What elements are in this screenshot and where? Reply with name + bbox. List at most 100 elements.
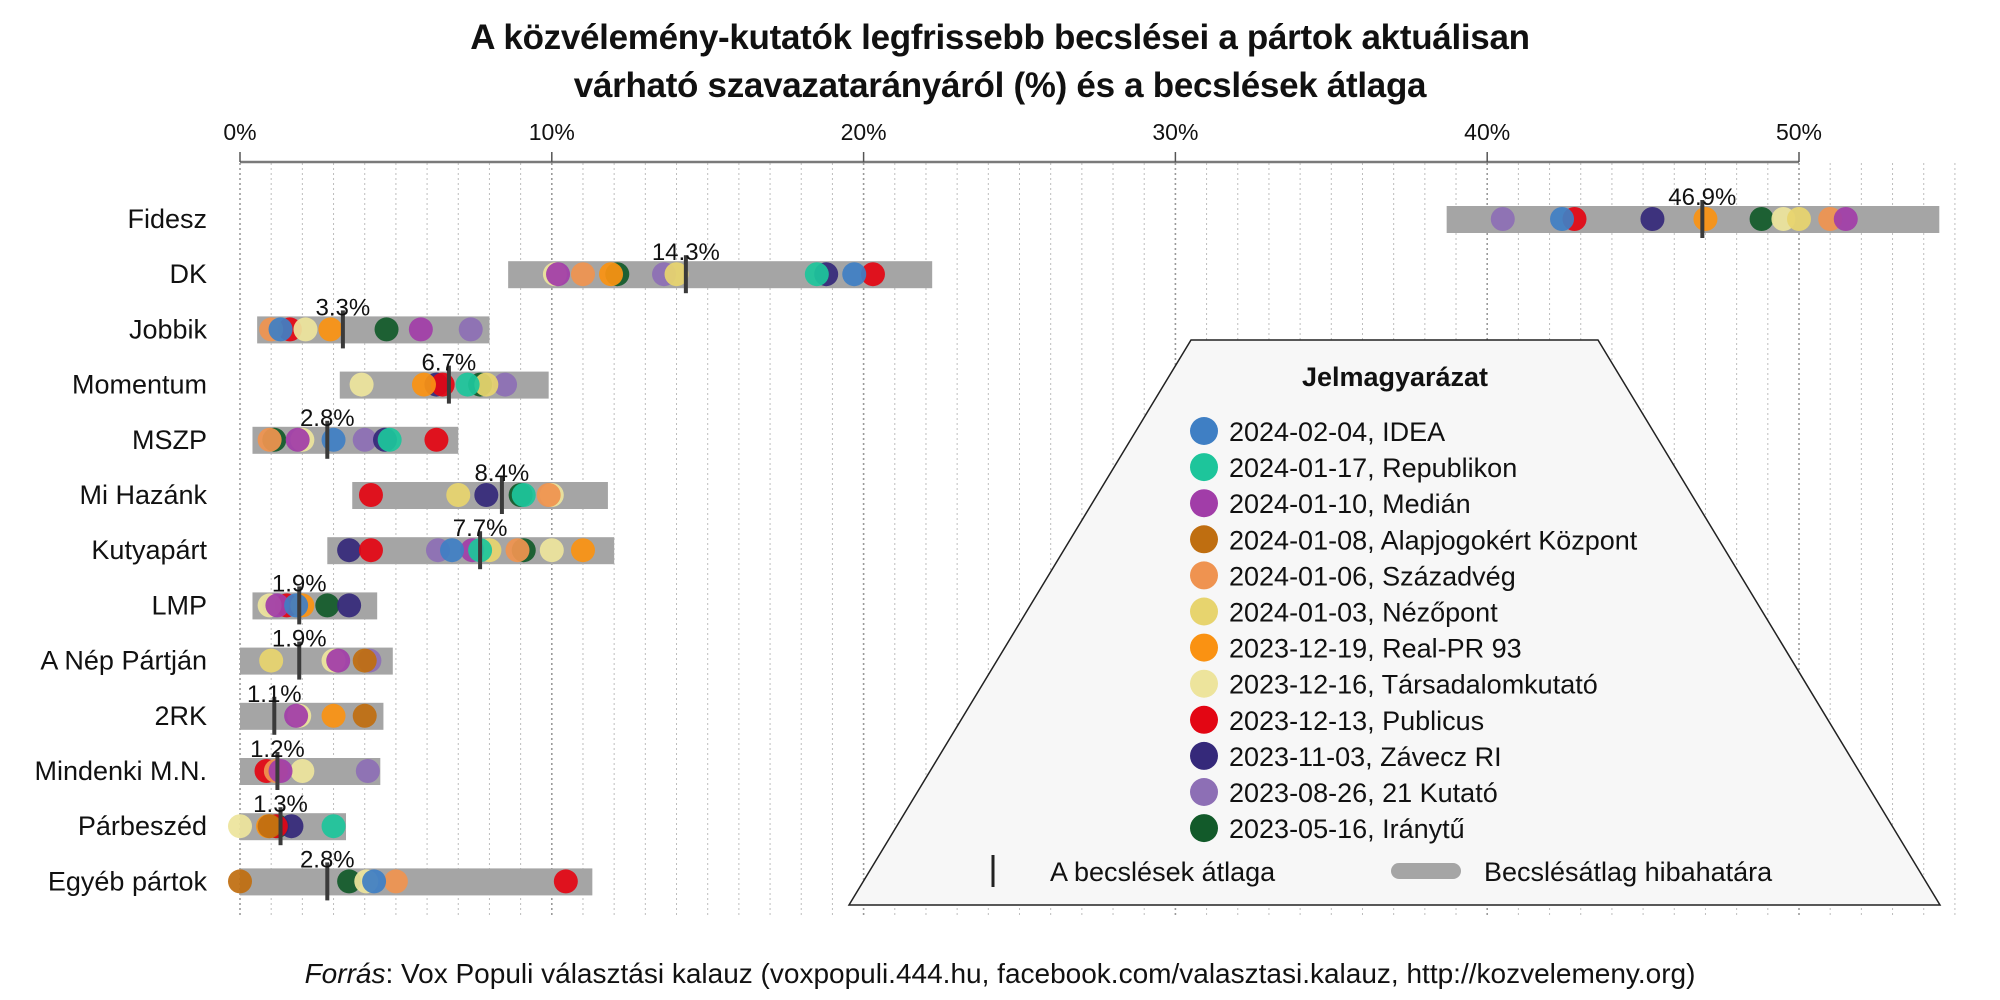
legend-dot-icon <box>1190 525 1218 554</box>
estimate-dot <box>355 759 380 783</box>
party-label: Jobbik <box>129 314 208 344</box>
party-row: Egyéb pártok 2.8% <box>48 846 593 901</box>
legend-item: 2023-12-19, Real-PR 93 <box>1190 633 1522 664</box>
party-row: A Nép Pártján 1.9% <box>40 626 393 680</box>
legend-item: 2024-01-08, Alapjogokért Központ <box>1190 525 1638 555</box>
x-axis: 0% 10% 20% 30% 40% 50% <box>223 119 1822 164</box>
legend-item: 2023-11-03, Závecz RI <box>1190 741 1502 772</box>
estimate-dot <box>474 483 499 507</box>
party-label: Kutyapárt <box>91 535 207 565</box>
estimate-dot <box>315 593 340 618</box>
legend-item-label: 2023-12-19, Real-PR 93 <box>1229 634 1522 664</box>
legend-item: 2023-12-13, Publicus <box>1190 705 1484 736</box>
party-row: MSZP 2.8% <box>132 405 459 459</box>
estimate-dot <box>284 593 309 618</box>
legend-item: 2023-12-16, Társadalomkutató <box>1190 669 1598 700</box>
party-row: Momentum 6.7% <box>72 350 549 404</box>
party-row: Mindenki M.N. 1.2% <box>34 736 381 790</box>
estimate-dot <box>268 317 293 342</box>
mean-label: 1.9% <box>272 570 327 597</box>
legend-dot-icon <box>1190 669 1218 698</box>
source-note: Forrás: Vox Populi választási kalauz (vo… <box>0 958 2000 990</box>
estimate-dot <box>474 372 499 397</box>
source-prefix: Forrás <box>304 958 386 989</box>
estimate-dot <box>411 372 436 397</box>
mean-label: 3.3% <box>316 294 371 321</box>
mean-label: 2.8% <box>300 846 355 873</box>
legend-error-bar-icon <box>1391 863 1461 879</box>
legend-item: 2024-01-06, Századvég <box>1190 561 1516 591</box>
legend-item-label: 2023-05-16, Iránytű <box>1229 814 1465 844</box>
estimate-dot <box>493 372 518 397</box>
legend-dot-icon <box>1190 597 1218 626</box>
legend-box <box>847 339 1942 906</box>
estimate-dot <box>536 483 561 507</box>
party-label: Egyéb pártok <box>48 866 208 896</box>
legend-item-label: 2024-01-17, Republikon <box>1229 453 1517 483</box>
estimate-dot <box>358 538 383 563</box>
estimate-dot <box>1787 207 1811 231</box>
legend-item-label: 2023-08-26, 21 Kutató <box>1229 778 1498 808</box>
estimate-dot <box>285 427 310 452</box>
estimate-dot <box>842 262 867 287</box>
estimate-dot <box>268 759 293 783</box>
estimate-dot <box>511 483 536 507</box>
legend-item: 2024-01-10, Medián <box>1190 489 1471 519</box>
party-row: Fidesz 46.9% <box>127 184 1940 238</box>
estimate-dot <box>352 703 377 728</box>
x-tick-label: 20% <box>841 119 887 145</box>
estimate-dot <box>321 703 346 728</box>
estimate-dot <box>337 593 362 618</box>
estimate-dot <box>1749 207 1774 231</box>
mean-label: 7.7% <box>453 515 508 542</box>
x-tick-label: 30% <box>1152 119 1198 145</box>
legend-item-label: 2023-11-03, Závecz RI <box>1229 742 1502 772</box>
estimate-dot <box>349 372 374 397</box>
estimate-dot <box>321 814 346 839</box>
estimate-dot <box>1833 207 1858 231</box>
legend-title: Jelmagyarázat <box>1302 362 1488 392</box>
party-row: Jobbik 3.3% <box>129 294 490 349</box>
legend-dot-icon <box>1190 561 1218 590</box>
estimate-dot <box>804 262 829 287</box>
estimate-dot <box>337 869 362 894</box>
legend-item-label: 2024-01-08, Alapjogokért Központ <box>1229 525 1638 555</box>
legend-dot-icon <box>1190 633 1218 662</box>
mean-label: 1.3% <box>253 791 308 818</box>
mean-label: 2.8% <box>300 405 355 432</box>
party-label: 2RK <box>154 701 207 731</box>
estimate-dot <box>1693 207 1718 231</box>
legend-dot-icon <box>1190 741 1218 770</box>
estimate-dot <box>458 317 483 342</box>
party-label: Momentum <box>72 370 207 400</box>
estimate-dot <box>257 427 282 452</box>
estimate-dot <box>446 483 471 507</box>
legend-item-label: 2024-02-04, IDEA <box>1229 417 1445 447</box>
x-tick-label: 10% <box>529 119 575 145</box>
party-label: LMP <box>151 590 207 620</box>
estimate-dot <box>377 427 402 452</box>
party-row: LMP 1.9% <box>151 570 378 625</box>
estimate-dot <box>553 869 578 894</box>
legend-item: 2024-01-17, Republikon <box>1190 453 1517 483</box>
error-range-bar <box>240 868 593 896</box>
estimate-dot <box>1490 207 1515 231</box>
estimate-dot <box>546 262 571 287</box>
estimate-dot <box>455 372 480 397</box>
party-label: Mi Hazánk <box>79 480 207 510</box>
mean-label: 1.1% <box>247 681 302 708</box>
estimate-dot <box>257 814 282 839</box>
estimate-dot <box>259 648 284 673</box>
legend-mean-label: A becslések átlaga <box>1050 857 1276 887</box>
legend-item: 2024-01-03, Nézőpont <box>1190 597 1498 628</box>
estimate-dot <box>358 483 383 507</box>
legend-error-label: Becslésátlag hibahatára <box>1484 857 1773 887</box>
chart-title-line2: várható szavazatarányáról (%) és a becsl… <box>573 66 1427 105</box>
estimate-dot <box>374 317 399 342</box>
estimate-dot <box>383 869 408 894</box>
estimate-dot <box>599 262 624 287</box>
source-text: : Vox Populi választási kalauz (voxpopul… <box>385 958 1696 989</box>
party-label: DK <box>169 259 207 289</box>
estimate-dot <box>337 538 362 563</box>
